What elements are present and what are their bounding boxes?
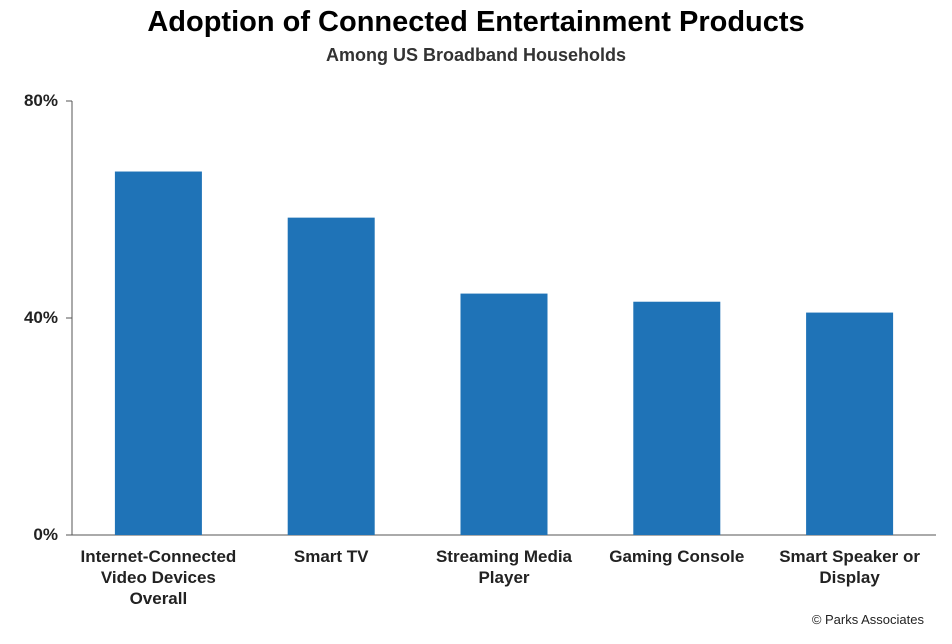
bar	[460, 293, 548, 535]
y-tick-label: 0%	[33, 525, 58, 544]
x-tick-label: Smart Speaker or Display	[779, 547, 920, 587]
bar	[806, 312, 894, 535]
chart-title: Adoption of Connected Entertainment Prod…	[147, 6, 805, 38]
x-tick-label: Smart TV	[293, 547, 369, 566]
chart-subtitle: Among US Broadband Households	[325, 45, 626, 65]
bar	[633, 301, 721, 535]
bar	[287, 217, 375, 535]
bar	[114, 171, 202, 535]
credit-text: © Parks Associates	[811, 612, 924, 627]
y-tick-label: 80%	[23, 91, 58, 110]
y-tick-label: 40%	[23, 308, 58, 327]
x-tick-label: Streaming Media Player	[435, 547, 573, 587]
x-tick-label: Gaming Console	[609, 547, 745, 566]
x-tick-label: Internet-Connected Video Devices Overall	[80, 547, 237, 608]
